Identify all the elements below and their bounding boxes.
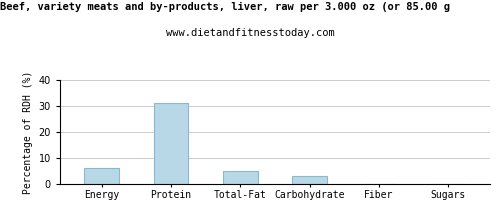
Bar bbox=[292, 176, 327, 184]
Text: Beef, variety meats and by-products, liver, raw per 3.000 oz (or 85.00 g: Beef, variety meats and by-products, liv… bbox=[0, 2, 450, 12]
Text: www.dietandfitnesstoday.com: www.dietandfitnesstoday.com bbox=[166, 28, 334, 38]
Bar bbox=[223, 171, 258, 184]
Y-axis label: Percentage of RDH (%): Percentage of RDH (%) bbox=[23, 70, 33, 194]
Bar bbox=[154, 103, 188, 184]
Bar bbox=[84, 168, 119, 184]
